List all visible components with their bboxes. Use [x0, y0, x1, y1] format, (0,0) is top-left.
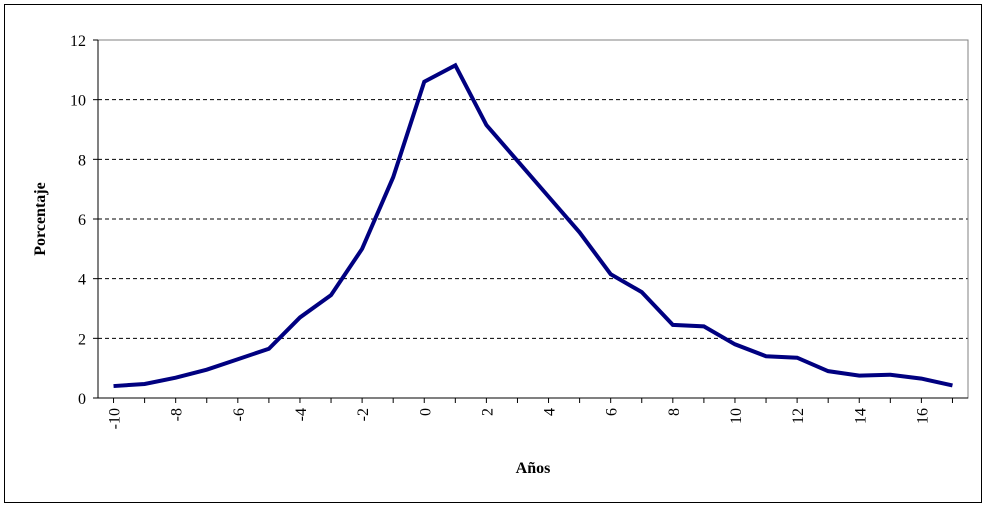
y-tick-labels: 0 2 4 6 8 10 12 — [70, 33, 86, 408]
x-tick-label: -6 — [231, 408, 248, 421]
y-axis-title: Porcentaje — [32, 182, 49, 255]
axes — [93, 39, 969, 403]
x-tick-labels: -10 -8 -6 -4 -2 0 2 4 6 8 10 12 14 16 — [107, 408, 932, 429]
y-tick-label: 4 — [78, 272, 86, 289]
x-tick-label: 8 — [666, 408, 683, 416]
x-tick-label: 14 — [852, 408, 869, 424]
x-tick-label: 4 — [542, 408, 559, 416]
x-tick-label: -8 — [169, 408, 186, 421]
x-tick-label: -4 — [293, 408, 310, 421]
x-tick-label: -2 — [355, 408, 372, 421]
series-line — [113, 62, 953, 389]
x-tick-label: 2 — [479, 408, 496, 416]
y-tick-label: 0 — [78, 391, 86, 408]
x-axis-title: Años — [516, 460, 551, 477]
x-tick-label: 0 — [417, 408, 434, 416]
y-tick-label: 10 — [70, 93, 86, 110]
y-tick-label: 2 — [78, 331, 86, 348]
y-tick-label: 12 — [70, 33, 86, 50]
x-tick-label: 12 — [790, 408, 807, 424]
x-tick-label: 10 — [728, 408, 745, 424]
chart-frame — [4, 4, 982, 503]
x-tick-label: 16 — [914, 408, 931, 424]
x-tick-label: -10 — [107, 408, 124, 429]
gridlines — [98, 99, 968, 339]
y-tick-label: 8 — [78, 152, 86, 169]
y-tick-label: 6 — [78, 212, 86, 229]
series — [113, 62, 953, 389]
x-tick-label: 6 — [604, 408, 621, 416]
